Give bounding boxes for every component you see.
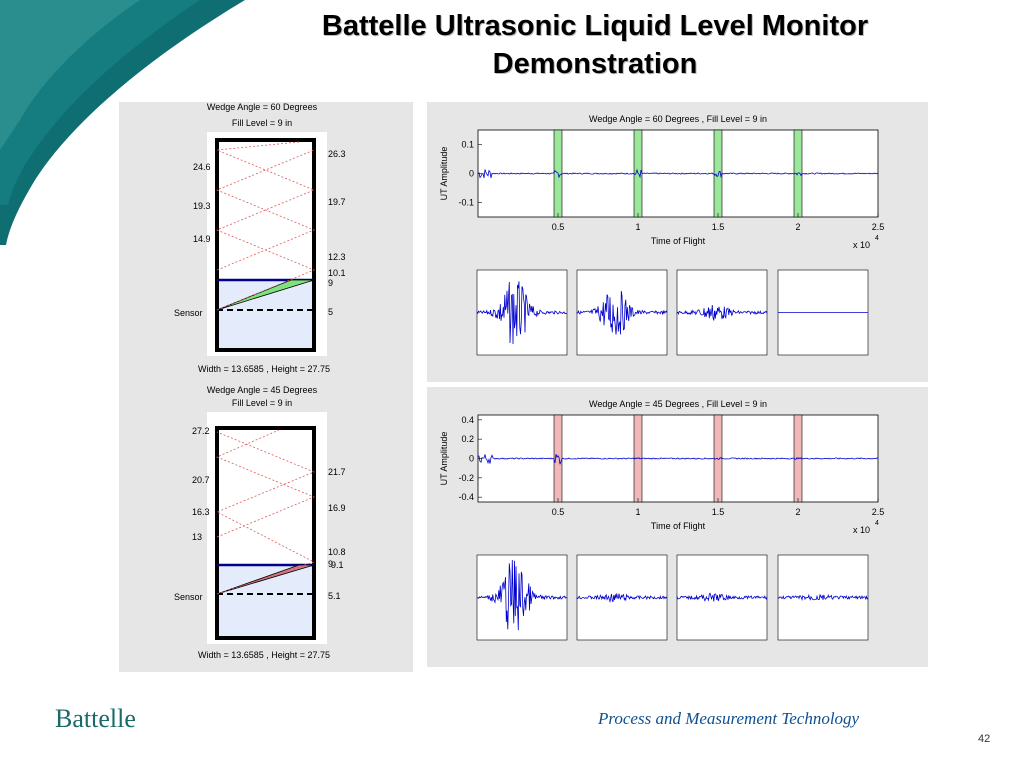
waveform-trace: [477, 453, 879, 465]
tank60-right-label: 19.7: [328, 197, 346, 207]
tank60-ray-path-2: [215, 149, 316, 271]
waveform-trace: [477, 168, 879, 179]
echo-zoom-trace: [476, 281, 568, 345]
waveform-panel-60: Wedge Angle = 60 Degrees , Fill Level = …: [427, 102, 928, 382]
x-tick-label: 2: [795, 507, 800, 517]
x-tick-label: 1.5: [712, 507, 725, 517]
tank45-subtitle: Fill Level = 9 in: [232, 398, 292, 408]
y-tick-label: 0.4: [461, 415, 474, 425]
x-axis-multiplier: x 10: [853, 525, 870, 535]
tank45-right-label: 16.9: [328, 503, 346, 513]
x-axis-label: Time of Flight: [651, 236, 706, 246]
tank60-left-label: 14.9: [193, 234, 211, 244]
x-axis-exponent: 4: [875, 235, 879, 242]
echo-zoom-trace: [676, 305, 768, 321]
tank45-right-label: 9.1: [331, 560, 344, 570]
tank45-right-label: 21.7: [328, 467, 346, 477]
tank45-left-label: 20.7: [192, 475, 210, 485]
tank60-subtitle: Fill Level = 9 in: [232, 118, 292, 128]
tank60-right-label: 5: [328, 307, 333, 317]
tank60-right-label: 9: [328, 278, 333, 288]
tank60-ray-path: [215, 141, 316, 311]
tank45-left-label: 16.3: [192, 507, 210, 517]
tank60-left-label: 19.3: [193, 201, 211, 211]
y-axis-label: UT Amplitude: [439, 432, 449, 486]
tank60-wedge: [216, 279, 315, 311]
y-tick-label: 0: [469, 454, 474, 464]
echo-zoom-trace: [676, 592, 768, 602]
x-tick-label: 1: [635, 222, 640, 232]
x-tick-label: 0.5: [552, 507, 565, 517]
x-tick-label: 2.5: [872, 507, 885, 517]
tank45-left-label: 13: [192, 532, 202, 542]
page-number: 42: [978, 733, 991, 745]
x-tick-label: 2.5: [872, 222, 885, 232]
slide-title-line1: Battelle Ultrasonic Liquid Level Monitor: [321, 10, 869, 42]
tank60-left-label: 24.6: [193, 162, 211, 172]
slide-title-line2: Demonstration: [492, 48, 698, 80]
tank45-right-label: 9: [328, 559, 333, 569]
tank45-right-label: 10.8: [328, 547, 346, 557]
x-axis-multiplier: x 10: [853, 240, 870, 250]
echo-zoom-trace: [476, 559, 568, 631]
tank45-right-label: 5.1: [328, 591, 341, 601]
ut-waveform-chart-60: Wedge Angle = 60 Degrees , Fill Level = …: [439, 114, 885, 356]
chart-title: Wedge Angle = 60 Degrees , Fill Level = …: [589, 114, 767, 124]
echo-zoom-subplot: [476, 269, 568, 356]
echo-zoom-trace: [777, 593, 869, 601]
tank60-right-label: 10.1: [328, 268, 346, 278]
tank45-ray-path-2: [215, 429, 316, 538]
y-tick-label: -0.1: [458, 198, 474, 208]
tank45-wedge: [216, 564, 315, 595]
y-tick-label: -0.4: [458, 492, 474, 502]
x-tick-label: 0.5: [552, 222, 565, 232]
tank60-dimensions: Width = 13.6585 , Height = 27.75: [198, 364, 330, 374]
tank60-title: Wedge Angle = 60 Degrees: [207, 102, 318, 112]
waveform-panel-45: Wedge Angle = 45 Degrees , Fill Level = …: [427, 387, 928, 667]
echo-window-band: [713, 414, 723, 503]
tank45-sensor-label: Sensor: [174, 592, 203, 602]
ut-waveform-chart-45: Wedge Angle = 45 Degrees , Fill Level = …: [439, 399, 885, 641]
tank-schematic-panel: Wedge Angle = 60 Degrees Fill Level = 9 …: [119, 102, 413, 672]
chart-title: Wedge Angle = 45 Degrees , Fill Level = …: [589, 399, 767, 409]
y-axis-label: UT Amplitude: [439, 147, 449, 201]
x-axis-exponent: 4: [875, 520, 879, 527]
y-tick-label: 0: [469, 169, 474, 179]
y-tick-label: 0.1: [461, 140, 474, 150]
echo-zoom-trace: [576, 290, 668, 335]
tank45-ray-path: [216, 431, 316, 595]
x-axis-label: Time of Flight: [651, 521, 706, 531]
tank45-title: Wedge Angle = 45 Degrees: [207, 385, 318, 395]
x-tick-label: 1.5: [712, 222, 725, 232]
tank-schematic-figure: Wedge Angle = 60 Degrees Fill Level = 9 …: [174, 102, 346, 660]
echo-zoom-subplot: [476, 554, 568, 641]
x-tick-label: 1: [635, 507, 640, 517]
y-tick-label: -0.2: [458, 473, 474, 483]
tank60-right-label: 26.3: [328, 149, 346, 159]
footer-caption: Process and Measurement Technology: [598, 709, 860, 728]
tank45-left-label: 27.2: [192, 426, 210, 436]
x-tick-label: 2: [795, 222, 800, 232]
tank60-right-label: 12.3: [328, 252, 346, 262]
y-tick-label: 0.2: [461, 434, 474, 444]
tank60-sensor-label: Sensor: [174, 308, 203, 318]
battelle-logo-text: Battelle: [55, 704, 136, 733]
echo-zoom-trace: [576, 593, 668, 604]
tank45-dimensions: Width = 13.6585 , Height = 27.75: [198, 650, 330, 660]
